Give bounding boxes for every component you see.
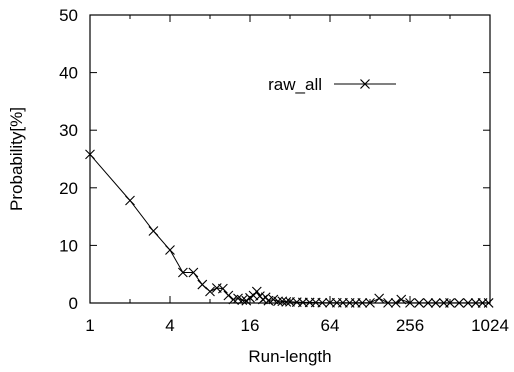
- axis-ticks: [89, 14, 491, 304]
- data-point-marker: [217, 283, 228, 294]
- data-point-marker: [197, 279, 208, 290]
- data-point-marker: [251, 286, 262, 297]
- data-point-marker: [177, 267, 188, 278]
- y-tick-label: 30: [59, 121, 78, 140]
- x-tick-label: 64: [321, 316, 340, 335]
- x-tick-label: 1024: [471, 316, 509, 335]
- legend-marker: [360, 79, 370, 89]
- data-point-marker: [470, 298, 481, 308]
- x-axis-label: Run-length: [248, 347, 331, 366]
- data-point-marker: [463, 298, 473, 308]
- data-point-marker: [148, 226, 159, 236]
- x-tick-label: 1: [85, 316, 94, 335]
- data-point-marker: [205, 286, 215, 297]
- data-point-marker: [423, 298, 433, 308]
- data-point-marker: [390, 297, 401, 308]
- y-tick-labels: 0 10 20 30 40 50: [59, 6, 78, 313]
- data-point-marker: [396, 294, 407, 305]
- x-tick-label: 256: [396, 316, 424, 335]
- data-point-marker: [483, 298, 494, 308]
- data-point-marker: [317, 297, 328, 308]
- x-tick-labels: 1 4 16 64 256 1024: [85, 316, 509, 335]
- x-tick-label: 4: [165, 316, 174, 335]
- data-point-marker: [281, 296, 292, 307]
- y-tick-label: 20: [59, 179, 78, 198]
- data-point-marker: [223, 290, 234, 301]
- legend: raw_all: [268, 75, 396, 94]
- data-point-marker: [237, 295, 248, 306]
- data-point-marker: [188, 267, 199, 278]
- plot-frame: [89, 14, 491, 304]
- data-point-marker: [125, 195, 135, 206]
- data-point-marker: [165, 245, 175, 255]
- data-point-marker: [357, 297, 368, 308]
- data-point-marker: [454, 298, 465, 308]
- data-point-marker: [85, 149, 95, 160]
- y-tick-label: 50: [59, 6, 78, 25]
- data-point-marker: [374, 293, 385, 304]
- data-point-marker: [277, 296, 288, 307]
- data-point-marker: [405, 297, 415, 308]
- y-tick-label: 0: [69, 294, 78, 313]
- data-point-marker: [273, 296, 283, 307]
- data-point-marker: [297, 297, 308, 308]
- y-axis-label: Probability[%]: [7, 107, 26, 211]
- plot-area: 1 4 16 64 256 1024 0 10 20 30 40 50: [59, 6, 509, 335]
- legend-label: raw_all: [268, 75, 322, 94]
- data-point-marker: [445, 298, 455, 308]
- data-point-marker: [430, 298, 441, 308]
- x-tick-label: 16: [241, 316, 260, 335]
- data-point-marker: [414, 298, 425, 308]
- data-point-marker: [383, 297, 393, 308]
- series-line: [89, 154, 489, 304]
- y-tick-label: 40: [59, 64, 78, 83]
- y-tick-label: 10: [59, 236, 78, 255]
- data-point-marker: [365, 297, 375, 308]
- series-layer: [85, 149, 494, 308]
